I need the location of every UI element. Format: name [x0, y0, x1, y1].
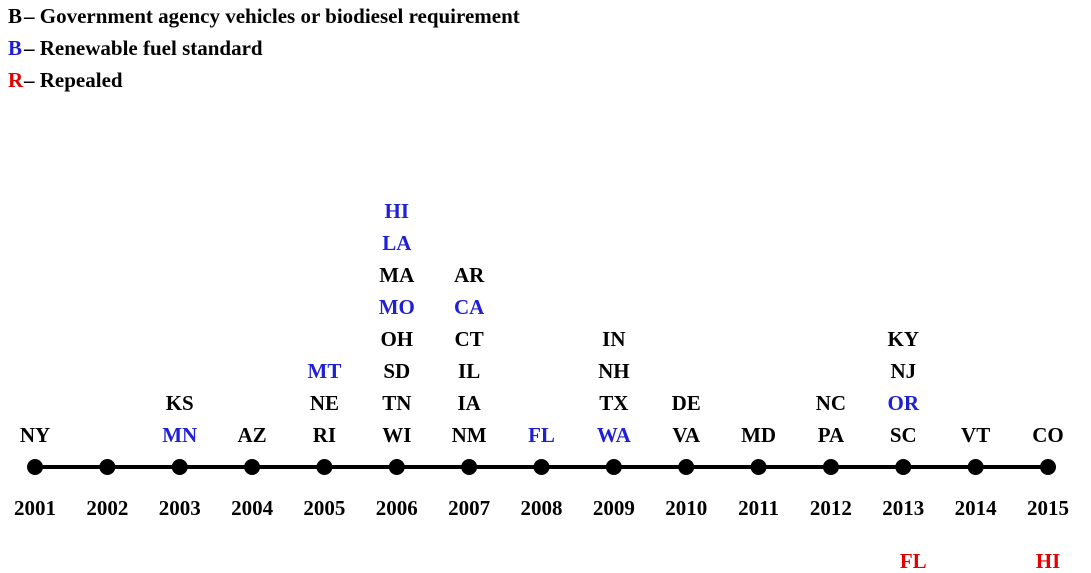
- state-label: MO: [379, 295, 415, 319]
- state-label: OH: [380, 327, 413, 351]
- timeline-dot: [967, 459, 984, 475]
- state-label: VT: [961, 423, 990, 447]
- timeline-dot: [678, 459, 695, 475]
- state-label: PA: [818, 423, 845, 447]
- year-label: 2008: [521, 496, 563, 520]
- state-label: HI: [385, 199, 410, 223]
- legend-letter: B: [8, 4, 22, 28]
- state-label: WA: [597, 423, 632, 447]
- state-label: MN: [162, 423, 197, 447]
- timeline-dot: [388, 459, 405, 475]
- timeline-dot: [99, 459, 116, 475]
- legend-text: – Repealed: [23, 68, 123, 92]
- state-label: TX: [599, 391, 628, 415]
- timeline-dot: [171, 459, 188, 475]
- state-label: NE: [310, 391, 339, 415]
- timeline-dot: [895, 459, 912, 475]
- state-label: KS: [166, 391, 194, 415]
- timeline-dot: [461, 459, 478, 475]
- legend-text: – Government agency vehicles or biodiese…: [23, 4, 520, 28]
- timeline-dot: [533, 459, 550, 475]
- timeline-dot: [750, 459, 767, 475]
- state-label: SD: [383, 359, 410, 383]
- year-label: 2013: [882, 496, 924, 520]
- state-label: CO: [1032, 423, 1064, 447]
- legend-text: – Renewable fuel standard: [23, 36, 263, 60]
- state-label: MT: [308, 359, 342, 383]
- year-label: 2005: [303, 496, 345, 520]
- year-label: 2001: [14, 496, 56, 520]
- timeline-dot: [605, 459, 622, 475]
- state-label: MA: [379, 263, 415, 287]
- state-label: VA: [672, 423, 700, 447]
- legend-letter: B: [8, 36, 22, 60]
- state-label: NM: [452, 423, 487, 447]
- repealed-label: FL: [900, 549, 927, 573]
- state-label: OR: [888, 391, 920, 415]
- year-label: 2004: [231, 496, 274, 520]
- state-label: NY: [20, 423, 50, 447]
- year-label: 2012: [810, 496, 852, 520]
- state-label: CT: [455, 327, 484, 351]
- state-label: IN: [602, 327, 625, 351]
- timeline-dot: [27, 459, 43, 475]
- year-label: 2015: [1027, 496, 1069, 520]
- state-label: TN: [382, 391, 411, 415]
- state-label: DE: [672, 391, 701, 415]
- state-label: AZ: [237, 423, 266, 447]
- year-label: 2002: [86, 496, 128, 520]
- year-label: 2014: [955, 496, 998, 520]
- year-label: 2011: [738, 496, 779, 520]
- repealed-label: HI: [1036, 549, 1061, 573]
- year-label: 2010: [665, 496, 707, 520]
- state-label: NH: [598, 359, 630, 383]
- state-label: LA: [382, 231, 412, 255]
- state-label: NJ: [890, 359, 916, 383]
- state-label: IA: [457, 391, 481, 415]
- year-label: 2009: [593, 496, 635, 520]
- state-label: IL: [458, 359, 480, 383]
- timeline-dot: [316, 459, 333, 475]
- timeline-dot: [822, 459, 839, 475]
- year-label: 2003: [159, 496, 201, 520]
- state-label: FL: [528, 423, 555, 447]
- legend-letter: R: [8, 68, 24, 92]
- state-label: RI: [313, 423, 336, 447]
- state-label: NC: [816, 391, 846, 415]
- year-label: 2007: [448, 496, 490, 520]
- year-label: 2006: [376, 496, 418, 520]
- state-label: CA: [454, 295, 485, 319]
- state-label: WI: [382, 423, 411, 447]
- state-label: SC: [890, 423, 917, 447]
- state-label: KY: [888, 327, 920, 351]
- state-label: AR: [454, 263, 485, 287]
- timeline-dot: [244, 459, 261, 475]
- timeline-dot: [1040, 459, 1056, 475]
- state-label: MD: [741, 423, 776, 447]
